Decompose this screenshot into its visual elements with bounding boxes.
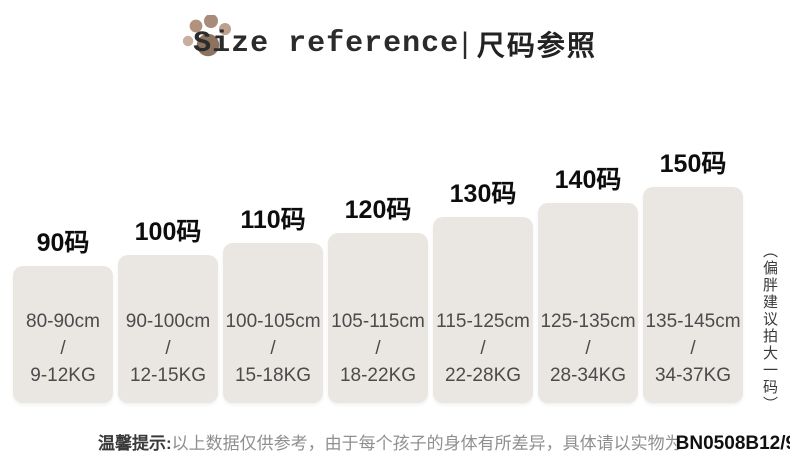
size-column: 150码 135-145cm/34-37KG [643,144,743,403]
size-label: 110码 [240,206,306,234]
size-bar: 100-105cm/15-18KG [223,243,323,403]
size-range-text: 100-105cm/15-18KG [225,311,321,386]
size-column: 100码 90-100cm/12-15KG [118,212,218,403]
size-label: 90码 [36,229,90,257]
size-range-text: 115-125cm/22-28KG [436,311,530,386]
page-title: Size reference | 尺码参照 [0,15,790,64]
size-column: 140码 125-135cm/28-34KG [538,160,638,403]
size-label: 150码 [659,150,727,178]
size-range-text: 135-145cm/34-37KG [645,311,741,386]
size-range-text: 90-100cm/12-15KG [125,311,211,386]
size-column: 90码 80-90cm/9-12KG [13,223,113,403]
title-chinese: 尺码参照 [476,30,597,61]
size-range-text: 80-90cm/9-12KG [26,311,100,386]
size-label: 130码 [449,180,517,208]
paw-print-icon [182,15,232,57]
size-bars: 90码 80-90cm/9-12KG 100码 90-100cm/12-15KG 110… [13,0,756,403]
size-column: 110码 100-105cm/15-18KG [223,200,323,403]
size-bar: 90-100cm/12-15KG [118,255,218,403]
size-bar: 105-115cm/18-22KG [328,233,428,403]
size-column: 120码 105-115cm/18-22KG [328,190,428,403]
title-divider: | [461,27,469,60]
size-label: 140码 [554,166,622,194]
size-range-text: 125-135cm/28-34KG [540,311,636,386]
footer-text: 以上数据仅供参考，由于每个孩子的身体有所差异，具体请以实物为 [171,434,682,453]
size-bar: 135-145cm/34-37KG [643,187,743,403]
size-bar: 115-125cm/22-28KG [433,217,533,403]
size-bar: 80-90cm/9-12KG [13,266,113,403]
size-range-text: 105-115cm/18-22KG [331,311,425,386]
footer-note: 温馨提示:以上数据仅供参考，由于每个孩子的身体有所差异，具体请以实物为BN050… [98,429,790,455]
footer-prefix: 温馨提示: [98,434,172,453]
size-label: 100码 [134,218,202,246]
footer-product-code: BN0508B12/90-150 [675,433,790,454]
title-en-wrap: Size reference [182,15,460,61]
side-note-vertical: （偏胖建议拍大一码） [761,243,778,413]
size-label: 120码 [344,196,412,224]
size-column: 130码 115-125cm/22-28KG [433,174,533,403]
title-english: Size reference [193,27,460,61]
size-bar: 125-135cm/28-34KG [538,203,638,403]
